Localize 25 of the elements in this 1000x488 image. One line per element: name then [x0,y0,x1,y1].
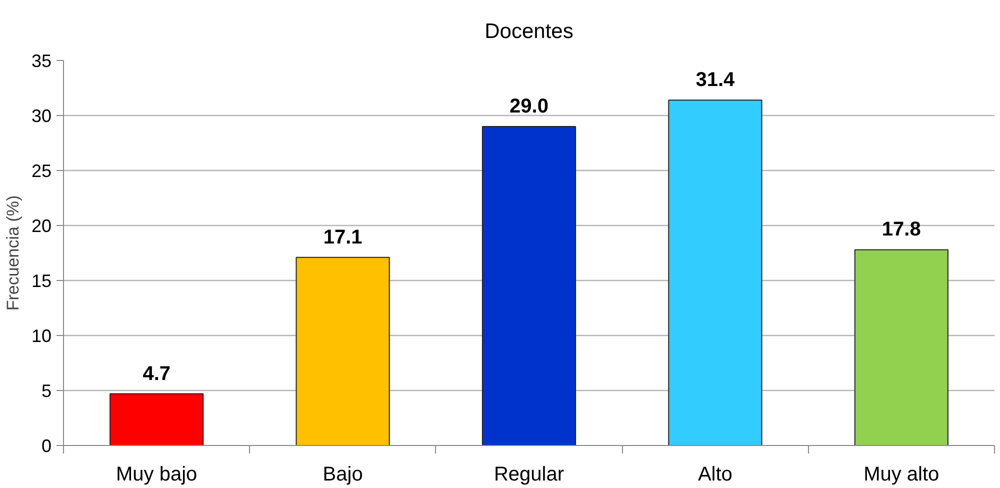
y-tick-label: 30 [31,106,52,126]
y-tick-label: 0 [41,436,52,456]
y-tick-label: 5 [41,381,52,401]
data-label: 4.7 [142,362,171,385]
bar [110,393,204,446]
x-tick-label: Muy bajo [116,464,198,486]
x-tick-label: Alto [698,464,732,486]
chart-title: Docentes [484,20,574,43]
y-tick-label: 35 [31,51,52,71]
bar [296,256,390,446]
x-tick-label: Muy alto [864,464,940,486]
y-tick-label: 10 [31,326,52,346]
y-axis-title: Frecuencia (%) [3,195,22,311]
data-label: 17.8 [882,218,921,241]
data-label: 29.0 [510,96,548,118]
bar [482,126,576,446]
bar [668,100,762,446]
y-tick-label: 25 [31,161,52,181]
data-label: 31.4 [696,69,736,92]
x-tick-label: Bajo [322,464,363,486]
bar [854,249,948,446]
y-tick-label: 20 [31,216,52,236]
data-label: 17.1 [323,226,362,248]
x-tick-label: Regular [494,464,564,486]
y-tick-label: 15 [31,271,52,291]
